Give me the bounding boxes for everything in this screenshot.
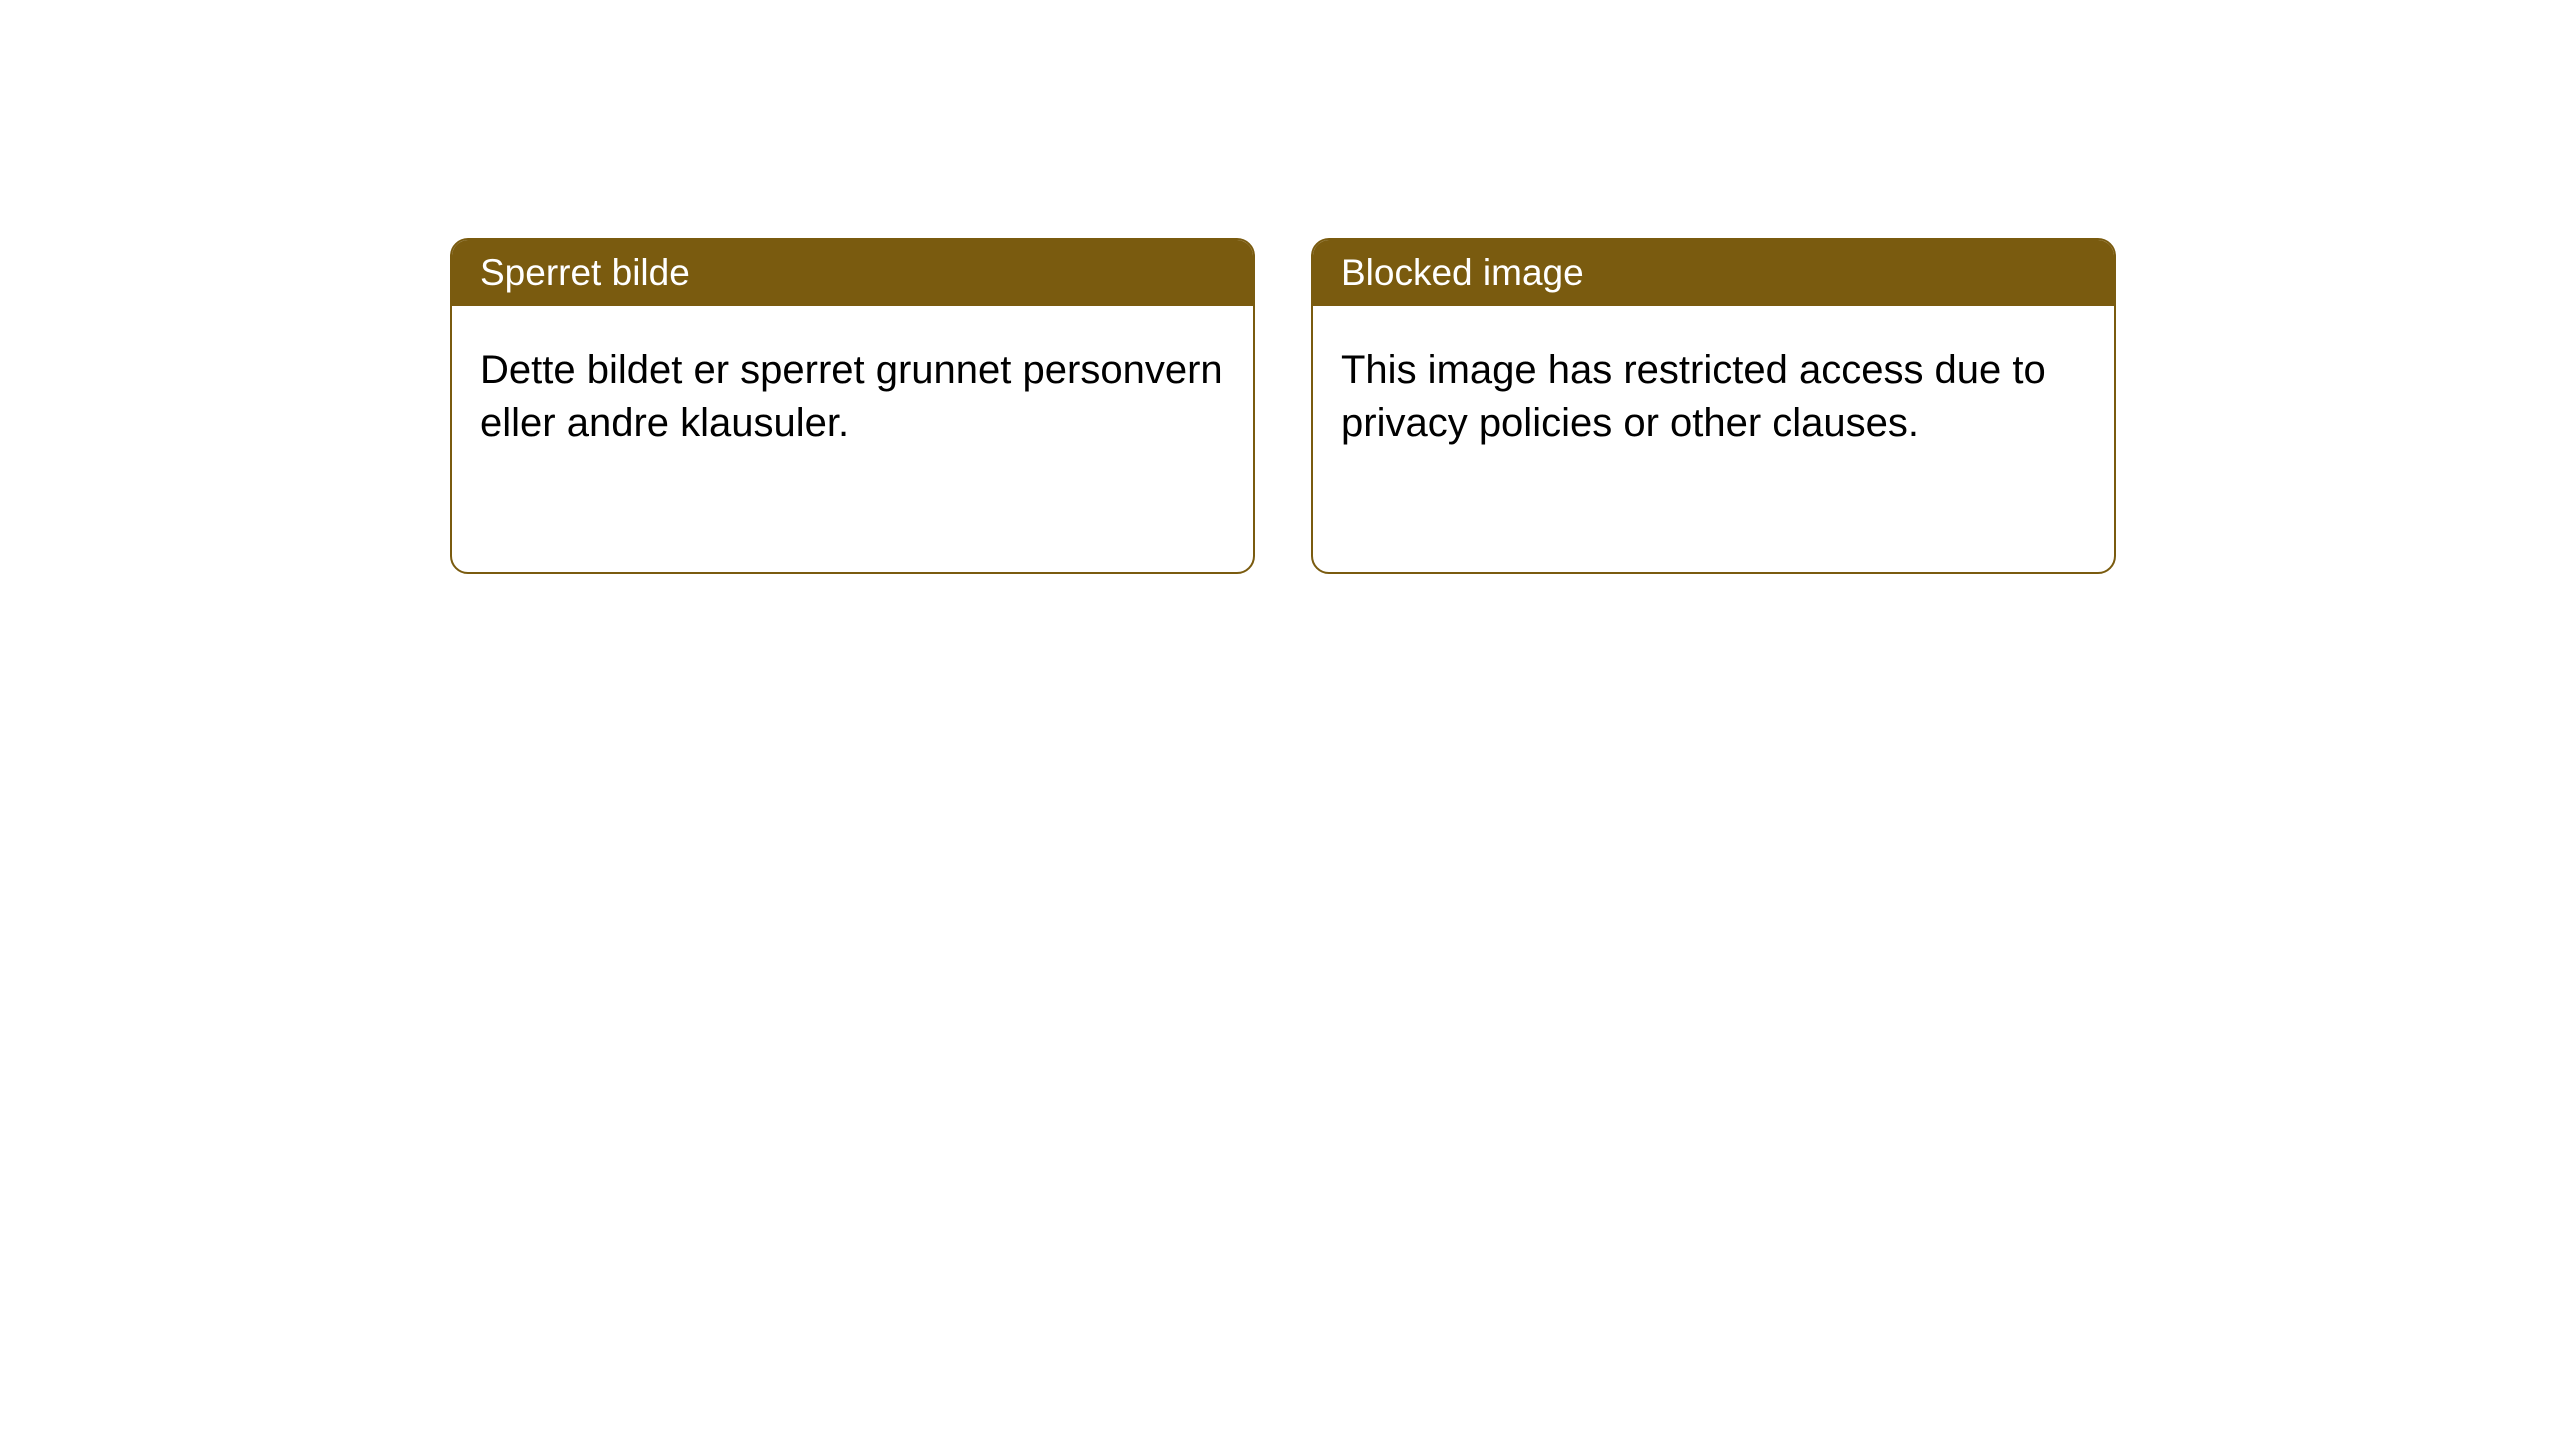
card-title: Sperret bilde	[480, 252, 690, 293]
card-body-english: This image has restricted access due to …	[1313, 306, 2114, 477]
card-body-text: Dette bildet er sperret grunnet personve…	[480, 348, 1223, 444]
card-header-norwegian: Sperret bilde	[452, 240, 1253, 306]
card-body-norwegian: Dette bildet er sperret grunnet personve…	[452, 306, 1253, 477]
notice-card-norwegian: Sperret bilde Dette bildet er sperret gr…	[450, 238, 1255, 574]
notice-cards-container: Sperret bilde Dette bildet er sperret gr…	[0, 0, 2560, 574]
card-header-english: Blocked image	[1313, 240, 2114, 306]
card-body-text: This image has restricted access due to …	[1341, 348, 2046, 444]
card-title: Blocked image	[1341, 252, 1584, 293]
notice-card-english: Blocked image This image has restricted …	[1311, 238, 2116, 574]
